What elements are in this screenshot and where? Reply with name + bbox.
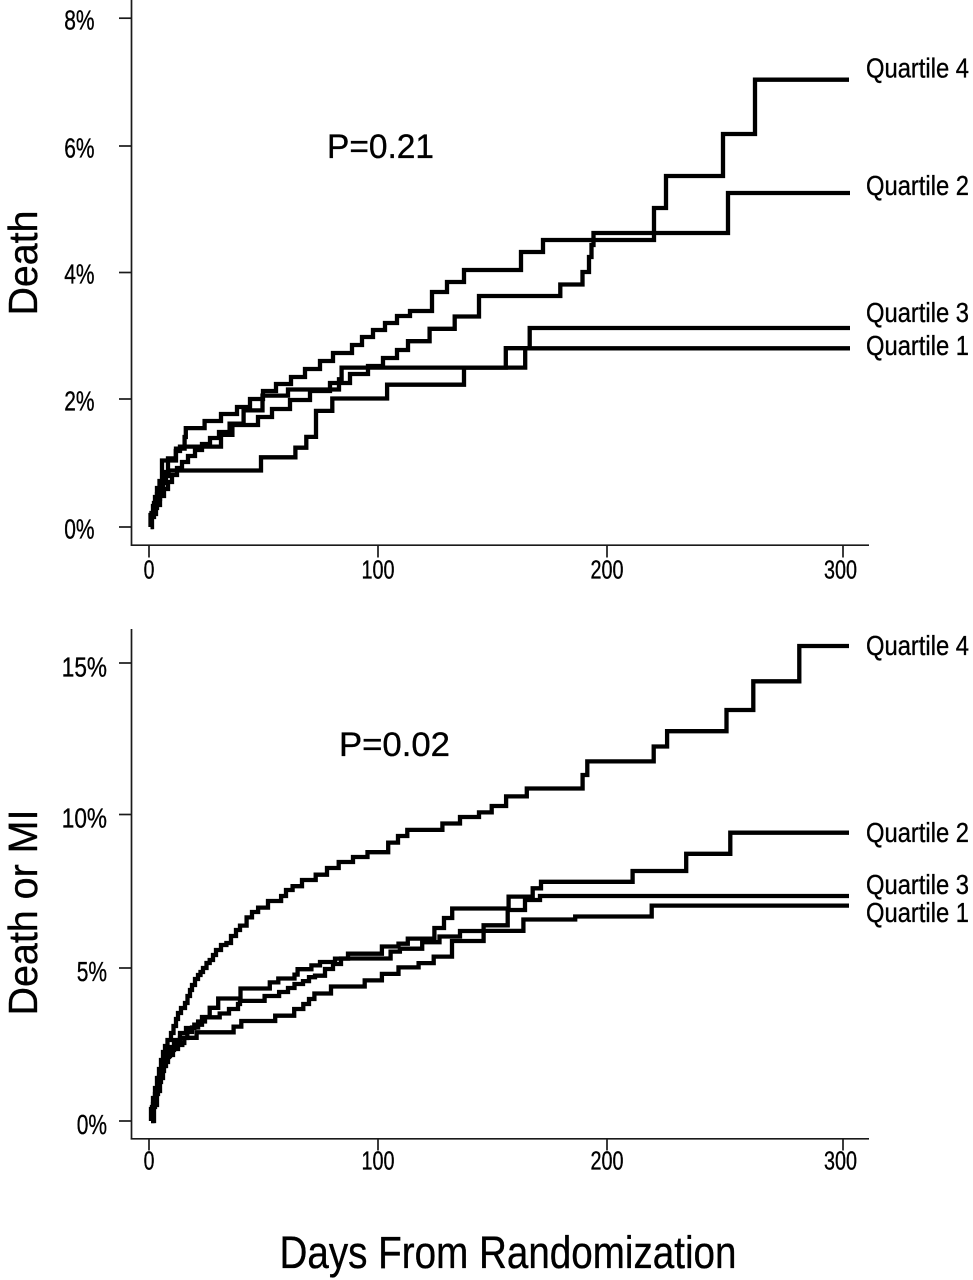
svg-text:0%: 0% [77,1109,107,1140]
svg-text:Quartile 2: Quartile 2 [866,170,969,201]
svg-text:Death: Death [0,211,46,316]
svg-text:P=0.21: P=0.21 [327,128,434,166]
svg-text:Quartile 3: Quartile 3 [866,297,969,328]
svg-text:300: 300 [824,557,857,585]
svg-text:P=0.02: P=0.02 [339,726,450,764]
svg-text:100: 100 [362,557,395,585]
svg-text:Quartile 4: Quartile 4 [866,53,969,84]
svg-text:Quartile 4: Quartile 4 [866,630,969,661]
svg-text:Days From Randomization: Days From Randomization [280,1227,737,1278]
svg-text:2%: 2% [64,386,94,417]
svg-text:Quartile 2: Quartile 2 [866,817,969,848]
svg-text:Quartile 1: Quartile 1 [866,330,969,361]
svg-text:100: 100 [362,1148,395,1176]
svg-text:Quartile 3: Quartile 3 [866,869,969,900]
svg-text:8%: 8% [64,5,94,36]
svg-text:Quartile 1: Quartile 1 [866,897,969,928]
svg-text:0: 0 [144,1148,155,1176]
svg-text:15%: 15% [62,652,107,683]
svg-text:0: 0 [144,557,155,585]
svg-text:0%: 0% [64,514,94,545]
svg-text:200: 200 [591,1148,624,1176]
svg-text:200: 200 [591,557,624,585]
svg-text:5%: 5% [77,956,107,987]
svg-text:10%: 10% [62,803,107,834]
svg-text:Death or MI: Death or MI [0,810,46,1016]
svg-text:6%: 6% [64,133,94,164]
svg-text:300: 300 [824,1148,857,1176]
svg-text:4%: 4% [64,259,94,290]
